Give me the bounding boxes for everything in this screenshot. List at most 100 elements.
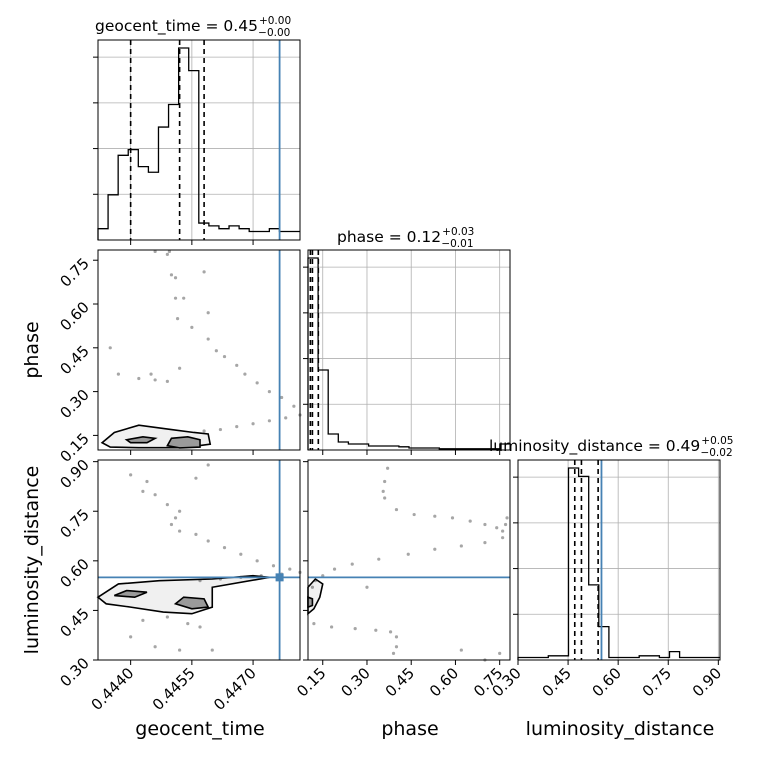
scatter-phase-vs-luminosity-distance-point-10 xyxy=(495,526,499,530)
scatter-geocent-time-vs-luminosity-distance-contour-0 xyxy=(96,574,270,615)
scatter-phase-vs-luminosity-distance-point-8 xyxy=(468,519,472,523)
scatter-geocent-time-vs-luminosity-distance-point-6 xyxy=(173,516,178,520)
scatter-geocent-time-vs-luminosity-distance-point-26 xyxy=(129,635,133,639)
scatter-geocent-time-vs-phase-point-6 xyxy=(175,317,180,321)
scatter-geocent-time-vs-phase-point-27 xyxy=(149,372,153,376)
scatter-phase-vs-luminosity-distance-point-3 xyxy=(383,496,387,500)
scatter-phase-vs-luminosity-distance-point-6 xyxy=(433,514,437,518)
scatter-geocent-time-vs-phase-contour-1 xyxy=(124,436,158,444)
scatter-phase-vs-luminosity-distance-point-19 xyxy=(377,557,381,561)
scatter-geocent-time-vs-phase-point-28 xyxy=(178,366,182,370)
scatter-geocent-time-vs-luminosity-distance-point-23 xyxy=(198,625,202,629)
scatter-geocent-time-vs-phase-point-4 xyxy=(169,273,174,277)
title-luminosity-distance: luminosity_distance = 0.49+0.05 −0.02 xyxy=(489,435,733,459)
scatter-geocent-time-vs-phase-point-11 xyxy=(235,363,239,367)
scatter-phase-vs-luminosity-distance-point-14 xyxy=(501,536,505,540)
scatter-geocent-time-vs-luminosity-distance-contour-2 xyxy=(173,596,210,610)
xlabel-geocent-time: geocent_time xyxy=(135,718,264,740)
scatter-phase-vs-luminosity-distance-point-31 xyxy=(394,645,399,649)
scatter-geocent-time-vs-luminosity-distance-point-14 xyxy=(271,564,276,568)
scatter-geocent-time-vs-phase-contour-2 xyxy=(166,436,201,449)
scatter-geocent-time-vs-luminosity-distance-point-13 xyxy=(255,559,259,563)
scatter-geocent-time-vs-phase-point-24 xyxy=(137,376,141,381)
scatter-phase-vs-luminosity-distance-point-32 xyxy=(391,651,396,655)
scatter-phase-vs-luminosity-distance-point-15 xyxy=(483,541,487,545)
scatter-geocent-time-vs-phase-point-20 xyxy=(251,422,255,426)
scatter-geocent-time-vs-phase-point-32 xyxy=(206,311,210,315)
scatter-geocent-time-vs-phase-point-7 xyxy=(190,325,194,329)
scatter-geocent-time-vs-luminosity-distance-point-1 xyxy=(145,479,149,484)
scatter-geocent-time-vs-phase-point-13 xyxy=(255,381,259,385)
ylabel-luminosity-distance: luminosity_distance xyxy=(21,466,43,655)
scatter-phase-vs-luminosity-distance-point-20 xyxy=(350,562,354,566)
scatter-phase-vs-luminosity-distance-point-1 xyxy=(383,479,387,484)
scatter-phase-vs-luminosity-distance-point-36 xyxy=(365,585,369,589)
scatter-phase-vs-luminosity-distance-point-11 xyxy=(501,529,505,533)
hist-phase-steps xyxy=(307,257,510,450)
hist-geocent-time-steps xyxy=(97,47,300,240)
scatter-geocent-time-vs-phase-point-21 xyxy=(235,425,239,429)
scatter-phase-vs-luminosity-distance-point-28 xyxy=(374,628,378,632)
scatter-phase-vs-luminosity-distance-point-13 xyxy=(505,516,509,520)
scatter-geocent-time-vs-phase-frame xyxy=(97,249,301,451)
scatter-geocent-time-vs-phase-point-30 xyxy=(108,346,112,350)
scatter-geocent-time-vs-phase-point-19 xyxy=(267,419,271,423)
scatter-geocent-time-vs-luminosity-distance-point-25 xyxy=(141,618,145,622)
scatter-geocent-time-vs-luminosity-distance-point-9 xyxy=(194,532,198,536)
scatter-geocent-time-vs-phase-point-18 xyxy=(284,416,288,420)
scatter-geocent-time-vs-phase-point-10 xyxy=(222,354,227,359)
scatter-geocent-time-vs-phase-point-25 xyxy=(153,378,157,382)
scatter-geocent-time-vs-luminosity-distance-point-11 xyxy=(222,546,227,550)
scatter-geocent-time-vs-luminosity-distance-point-22 xyxy=(186,622,190,626)
scatter-geocent-time-vs-phase-point-12 xyxy=(243,372,247,376)
scatter-phase-vs-luminosity-distance-point-26 xyxy=(329,625,334,629)
scatter-phase-vs-luminosity-distance-contour-1 xyxy=(307,596,314,609)
scatter-phase-vs-luminosity-distance-frame xyxy=(307,459,511,661)
scatter-phase-vs-luminosity-distance-point-25 xyxy=(312,622,316,626)
scatter-phase-vs-luminosity-distance-point-4 xyxy=(394,507,399,512)
scatter-geocent-time-vs-phase-point-5 xyxy=(173,296,178,300)
hist-luminosity-distance-frame xyxy=(517,459,721,661)
scatter-geocent-time-vs-phase-point-9 xyxy=(214,349,218,353)
scatter-phase-vs-luminosity-distance-point-33 xyxy=(459,648,463,652)
hist-geocent-time-frame xyxy=(97,39,301,241)
scatter-geocent-time-vs-phase-point-26 xyxy=(165,379,169,383)
scatter-phase-vs-luminosity-distance-point-9 xyxy=(483,522,487,527)
scatter-geocent-time-vs-phase-point-3 xyxy=(167,249,172,254)
scatter-geocent-time-vs-phase-point-29 xyxy=(116,372,121,376)
scatter-phase-vs-luminosity-distance-point-7 xyxy=(450,516,455,520)
scatter-phase-vs-luminosity-distance-point-35 xyxy=(498,651,502,655)
scatter-geocent-time-vs-luminosity-distance-point-8 xyxy=(178,529,182,533)
scatter-geocent-time-vs-phase-point-15 xyxy=(280,395,284,400)
scatter-phase-vs-luminosity-distance-point-5 xyxy=(412,512,416,517)
scatter-geocent-time-vs-luminosity-distance-truth-marker xyxy=(275,573,284,582)
scatter-geocent-time-vs-luminosity-distance-point-15 xyxy=(288,567,292,571)
scatter-geocent-time-vs-phase-point-2 xyxy=(165,252,169,256)
scatter-phase-vs-luminosity-distance-group xyxy=(307,466,510,662)
scatter-geocent-time-vs-phase-point-14 xyxy=(267,390,271,394)
scatter-phase-vs-luminosity-distance-point-30 xyxy=(394,635,399,639)
scatter-geocent-time-vs-phase-point-33 xyxy=(173,276,178,280)
scatter-phase-vs-luminosity-distance-point-27 xyxy=(353,626,357,631)
scatter-geocent-time-vs-phase-point-22 xyxy=(218,427,223,432)
scatter-geocent-time-vs-phase-point-34 xyxy=(202,270,206,274)
scatter-geocent-time-vs-phase-point-31 xyxy=(182,296,186,300)
scatter-phase-vs-luminosity-distance-point-23 xyxy=(313,579,317,583)
scatter-geocent-time-vs-luminosity-distance-point-27 xyxy=(153,645,157,649)
scatter-phase-vs-luminosity-distance-point-0 xyxy=(386,466,390,470)
scatter-geocent-time-vs-luminosity-distance-point-3 xyxy=(153,493,157,497)
scatter-geocent-time-vs-luminosity-distance-frame xyxy=(97,459,301,661)
scatter-phase-vs-luminosity-distance-point-29 xyxy=(388,630,393,634)
scatter-geocent-time-vs-luminosity-distance-contour-1 xyxy=(114,589,148,599)
scatter-geocent-time-vs-phase-group xyxy=(100,249,302,450)
scatter-geocent-time-vs-luminosity-distance-point-4 xyxy=(165,503,169,507)
scatter-geocent-time-vs-luminosity-distance-point-5 xyxy=(178,509,182,513)
xlabel-phase: phase xyxy=(381,718,438,740)
xlabel-luminosity-distance: luminosity_distance xyxy=(526,718,715,740)
scatter-geocent-time-vs-luminosity-distance-group xyxy=(96,460,302,660)
scatter-geocent-time-vs-luminosity-distance-point-31 xyxy=(206,463,210,467)
hist-phase-frame xyxy=(307,249,511,451)
title-phase: phase = 0.12+0.03 −0.01 xyxy=(337,226,474,250)
